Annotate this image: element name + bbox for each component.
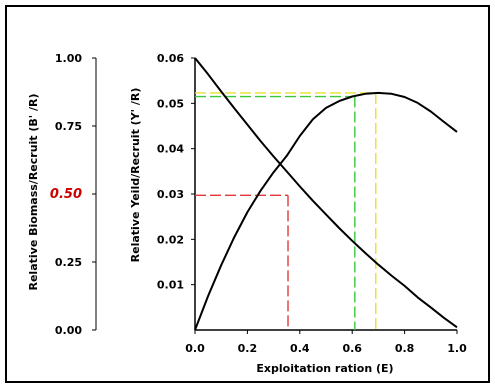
y-tick-label: 0.01 — [157, 279, 184, 292]
yield-curve — [194, 91, 458, 331]
y-tick-label: 0.06 — [157, 52, 184, 65]
biomass-curve — [194, 57, 458, 329]
y-tick-label: 0.04 — [157, 143, 184, 156]
y2-tick-label: 0.25 — [55, 256, 82, 269]
axes — [92, 57, 458, 334]
reference-lines — [195, 92, 377, 330]
y2-axis-title: Relative Biomass/Recruit (B' /R) — [27, 93, 40, 290]
y2-tick-label: 0.00 — [55, 324, 82, 337]
outer-frame — [5, 5, 490, 383]
x-tick-label: 0.0 — [185, 342, 205, 355]
tick-labels: 0.06 0.05 0.04 0.03 0.02 0.01 0.0 0.2 0.4 0.6 0.8 1… — [50, 52, 467, 355]
series-group — [194, 57, 458, 331]
x-axis-title: Exploitation ration (E) — [256, 362, 393, 375]
y-tick-label: 0.05 — [157, 97, 184, 110]
x-tick-label: 0.8 — [395, 342, 415, 355]
y-tick-label: 0.03 — [157, 188, 184, 201]
x-tick-label: 1.0 — [447, 342, 467, 355]
y-tick-label: 0.02 — [157, 233, 184, 246]
y2-tick-label: 0.50 — [50, 187, 82, 202]
y2-tick-label: 1.00 — [55, 52, 82, 65]
x-tick-label: 0.6 — [342, 342, 362, 355]
x-tick-label: 0.4 — [290, 342, 310, 355]
y-axis-title: Relative Yeild/Recruit (Y' /R) — [129, 88, 142, 263]
y2-tick-label: 0.75 — [55, 120, 82, 133]
x-tick-label: 0.2 — [238, 342, 258, 355]
